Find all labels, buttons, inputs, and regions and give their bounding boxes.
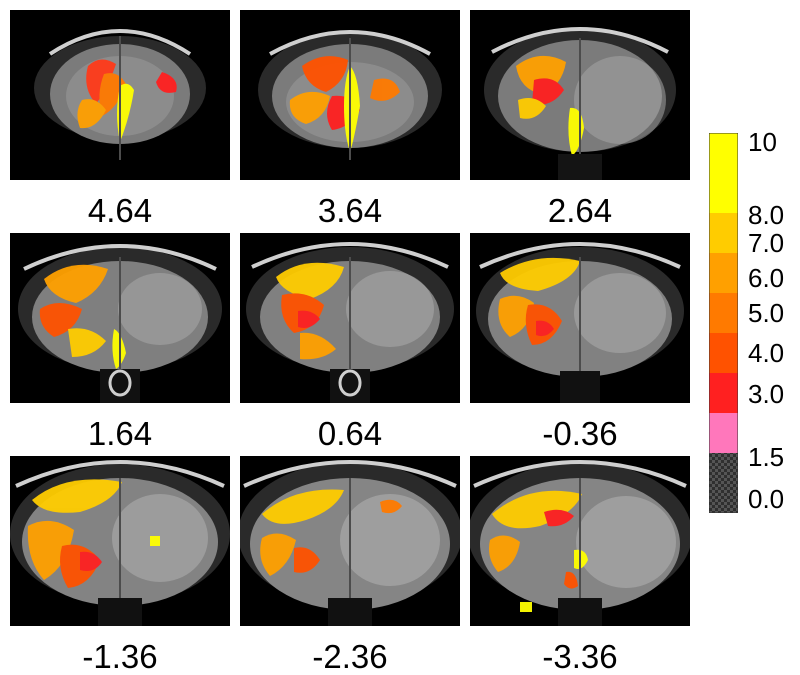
slice-label: -0.36 [542, 415, 618, 452]
brain-slice-panel [470, 10, 690, 180]
brain-slice-image [470, 10, 690, 180]
slice-label: 0.64 [317, 415, 383, 452]
brain-slice-image [470, 233, 690, 403]
brain-slice-panel [10, 456, 230, 626]
colorbar [709, 133, 738, 513]
slice-label: -1.36 [82, 638, 158, 675]
brain-slice-panel [240, 233, 460, 403]
slice-label: 2.64 [547, 192, 613, 229]
brain-slice-image [240, 233, 460, 403]
colorbar-segment-6-5 [709, 293, 738, 333]
colorbar-segment-10-8 [709, 133, 738, 213]
brain-slice-image [240, 456, 460, 626]
slice-label: 1.64 [87, 415, 153, 452]
colorbar-label: 6.0 [748, 263, 785, 293]
colorbar-segment-8-7 [709, 213, 738, 253]
brain-slice-image [10, 233, 230, 403]
brain-slice-image [10, 456, 230, 626]
colorbar-label: 3.0 [748, 379, 785, 409]
colorbar-label: 0.0 [748, 484, 785, 514]
slice-label: -2.36 [312, 638, 388, 675]
colorbar-label: 8.0 [748, 200, 785, 230]
colorbar-segment-4-3 [709, 373, 738, 413]
brain-slice-panel [240, 10, 460, 180]
slice-label: 3.64 [317, 192, 383, 229]
brain-slice-panel [240, 456, 460, 626]
colorbar-segment-7-6 [709, 253, 738, 293]
colorbar-segment-3-1.5 [709, 413, 738, 453]
colorbar-segment-5-4 [709, 333, 738, 373]
brain-slice-image [470, 456, 690, 626]
brain-slice-image [10, 10, 230, 180]
brain-slice-image [240, 10, 460, 180]
brain-slice-panel [470, 456, 690, 626]
colorbar-label: 1.5 [748, 442, 785, 472]
brain-slice-panel [470, 233, 690, 403]
slice-label: 4.64 [87, 192, 153, 229]
colorbar-label: 4.0 [748, 338, 785, 368]
colorbar-segment-1.5-0 [709, 453, 738, 513]
brain-slice-panel [10, 10, 230, 180]
brain-slice-panel [10, 233, 230, 403]
colorbar-label: 10 [748, 127, 777, 157]
slice-label: -3.36 [542, 638, 618, 675]
colorbar-label: 5.0 [748, 298, 785, 328]
colorbar-label: 7.0 [748, 228, 785, 258]
